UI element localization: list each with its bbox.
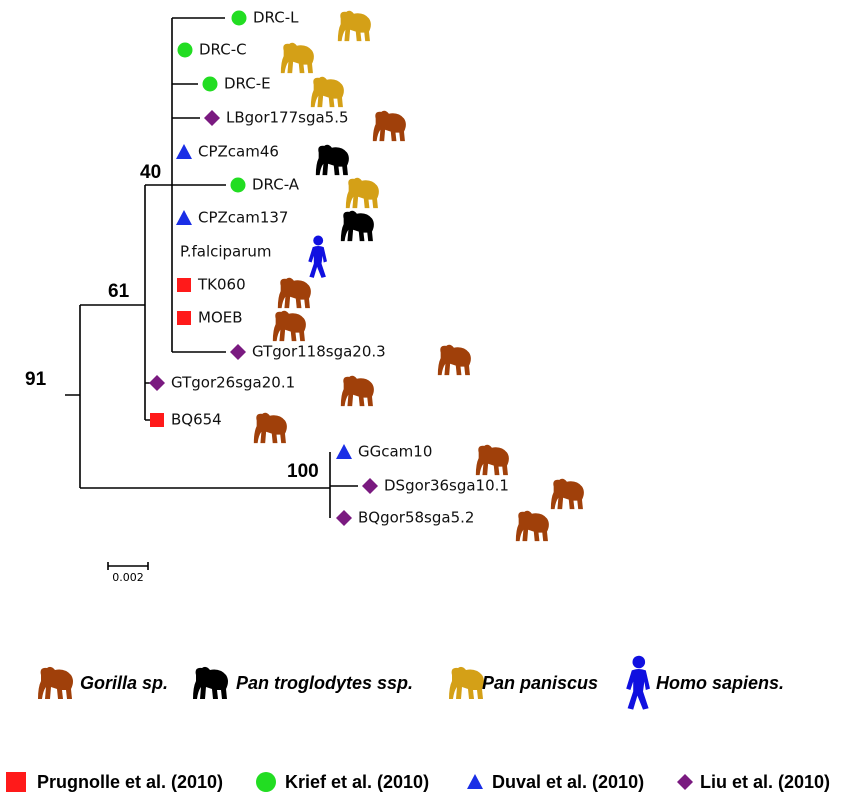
host-legend-label: Pan paniscus [482, 673, 598, 693]
reference-marker [149, 375, 165, 391]
leaf-label: CPZcam137 [198, 209, 288, 227]
host-legend-label: Gorilla sp. [80, 673, 168, 693]
reference-legend-entry: Duval et al. (2010) [467, 772, 644, 792]
reference-marker [202, 76, 218, 92]
host-legend-entry: Gorilla sp. [38, 666, 168, 699]
leaf-label: DRC-L [253, 9, 299, 27]
leaf-label: DSgor36sga10.1 [384, 477, 509, 495]
leaf: MOEB [177, 309, 306, 342]
leaf: CPZcam137 [176, 209, 374, 242]
leaf: TK060 [177, 276, 311, 309]
host-icon [310, 76, 344, 108]
host-icon [337, 10, 371, 42]
leaf: P.falciparum [180, 235, 327, 278]
host-icon [372, 110, 406, 142]
leaf-label: MOEB [198, 309, 243, 327]
leaf-label: CPZcam46 [198, 143, 279, 161]
reference-marker [336, 444, 352, 459]
host-icon [550, 478, 584, 510]
leaf-label: DRC-E [224, 75, 271, 93]
host-icon [515, 510, 549, 542]
host-icon [475, 444, 509, 476]
leaf-label: GGcam10 [358, 443, 432, 461]
leaf: DRC-A [230, 176, 379, 209]
host-icon [315, 144, 349, 176]
reference-marker [177, 42, 193, 58]
reference-marker [204, 110, 220, 126]
leaf: LBgor177sga5.5 [204, 109, 406, 142]
host-icon [272, 310, 306, 342]
leaf: GGcam10 [336, 443, 509, 476]
tree-branches [65, 17, 358, 518]
reference-marker [467, 774, 483, 789]
bootstrap-value: 100 [287, 461, 319, 482]
reference-legend-label: Prugnolle et al. (2010) [37, 772, 223, 792]
reference-legend-label: Liu et al. (2010) [700, 772, 830, 792]
reference-marker [336, 510, 352, 526]
leaf: DRC-C [177, 41, 314, 74]
reference-marker [177, 278, 191, 292]
leaf: GTgor26sga20.1 [149, 374, 374, 407]
scale-bar: 0.002 [107, 562, 149, 584]
leaf-label: GTgor26sga20.1 [171, 374, 295, 392]
host-icon [253, 412, 287, 444]
host-icon [38, 666, 73, 699]
host-icon [345, 177, 379, 209]
reference-marker [362, 478, 378, 494]
host-icon [280, 42, 314, 74]
reference-marker [177, 311, 191, 325]
bootstrap-value: 61 [108, 281, 130, 302]
leaf: BQ654 [150, 411, 287, 444]
host-icon [340, 375, 374, 407]
leaf-label: BQ654 [171, 411, 222, 429]
scale-line [107, 562, 149, 570]
host-icon [437, 344, 471, 376]
leaf: CPZcam46 [176, 143, 349, 176]
host-icon [277, 277, 311, 309]
host-icon [449, 666, 484, 699]
reference-marker [150, 413, 164, 427]
scale-label: 0.002 [112, 571, 144, 584]
host-icon [340, 210, 374, 242]
host-icon [626, 655, 650, 710]
leaf-label: LBgor177sga5.5 [226, 109, 349, 127]
leaf: DSgor36sga10.1 [362, 477, 584, 510]
branch-lines [65, 17, 358, 518]
leaf-label: TK060 [197, 276, 246, 294]
reference-legend-label: Duval et al. (2010) [492, 772, 644, 792]
reference-marker [176, 144, 192, 159]
bootstrap-value: 91 [25, 369, 47, 390]
host-legend-entry: Homo sapiens. [626, 655, 784, 710]
reference-marker [677, 774, 693, 790]
leaf-label: GTgor118sga20.3 [252, 343, 386, 361]
leaf: BQgor58sga5.2 [336, 509, 549, 542]
host-legend-label: Homo sapiens. [656, 673, 784, 693]
reference-legend-label: Krief et al. (2010) [285, 772, 429, 792]
leaf: DRC-E [202, 75, 344, 108]
reference-marker [176, 210, 192, 225]
reference-marker [230, 344, 246, 360]
reference-marker [230, 177, 246, 193]
reference-legend-entry: Prugnolle et al. (2010) [6, 772, 223, 792]
host-icon [308, 235, 327, 278]
reference-legend-entry: Krief et al. (2010) [256, 772, 429, 792]
host-legend-entry: Pan paniscus [449, 666, 598, 699]
leaf-label: P.falciparum [180, 243, 272, 261]
host-icon [193, 666, 228, 699]
reference-marker [6, 772, 26, 792]
host-legend-label: Pan troglodytes ssp. [236, 673, 413, 693]
leaf: GTgor118sga20.3 [230, 343, 471, 376]
bootstrap-value: 40 [140, 162, 161, 183]
reference-legend-entry: Liu et al. (2010) [677, 772, 830, 792]
reference-marker [256, 772, 276, 792]
reference-marker [231, 10, 247, 26]
leaf-label: BQgor58sga5.2 [358, 509, 474, 527]
host-legend-entry: Pan troglodytes ssp. [193, 666, 413, 699]
leaf: DRC-L [231, 9, 371, 42]
leaf-label: DRC-C [199, 41, 247, 59]
leaf-label: DRC-A [252, 176, 300, 194]
